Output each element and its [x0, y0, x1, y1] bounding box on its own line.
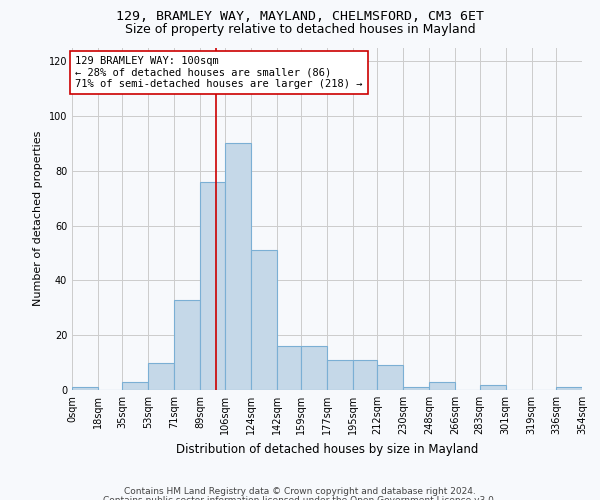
Bar: [403, 388, 429, 390]
Bar: [353, 360, 377, 390]
X-axis label: Distribution of detached houses by size in Mayland: Distribution of detached houses by size …: [176, 442, 478, 456]
Bar: [251, 250, 277, 390]
Bar: [174, 300, 200, 390]
Bar: [122, 382, 148, 390]
Bar: [200, 182, 225, 390]
Text: Contains HM Land Registry data © Crown copyright and database right 2024.: Contains HM Land Registry data © Crown c…: [124, 488, 476, 496]
Text: 129 BRAMLEY WAY: 100sqm
← 28% of detached houses are smaller (86)
71% of semi-de: 129 BRAMLEY WAY: 100sqm ← 28% of detache…: [75, 56, 362, 89]
Bar: [480, 384, 506, 390]
Bar: [377, 366, 403, 390]
Bar: [225, 144, 251, 390]
Bar: [556, 388, 582, 390]
Bar: [429, 382, 455, 390]
Bar: [301, 346, 327, 390]
Bar: [327, 360, 353, 390]
Bar: [72, 388, 98, 390]
Text: 129, BRAMLEY WAY, MAYLAND, CHELMSFORD, CM3 6ET: 129, BRAMLEY WAY, MAYLAND, CHELMSFORD, C…: [116, 10, 484, 23]
Text: Size of property relative to detached houses in Mayland: Size of property relative to detached ho…: [125, 22, 475, 36]
Y-axis label: Number of detached properties: Number of detached properties: [33, 131, 43, 306]
Bar: [277, 346, 301, 390]
Text: Contains public sector information licensed under the Open Government Licence v3: Contains public sector information licen…: [103, 496, 497, 500]
Bar: [148, 362, 174, 390]
